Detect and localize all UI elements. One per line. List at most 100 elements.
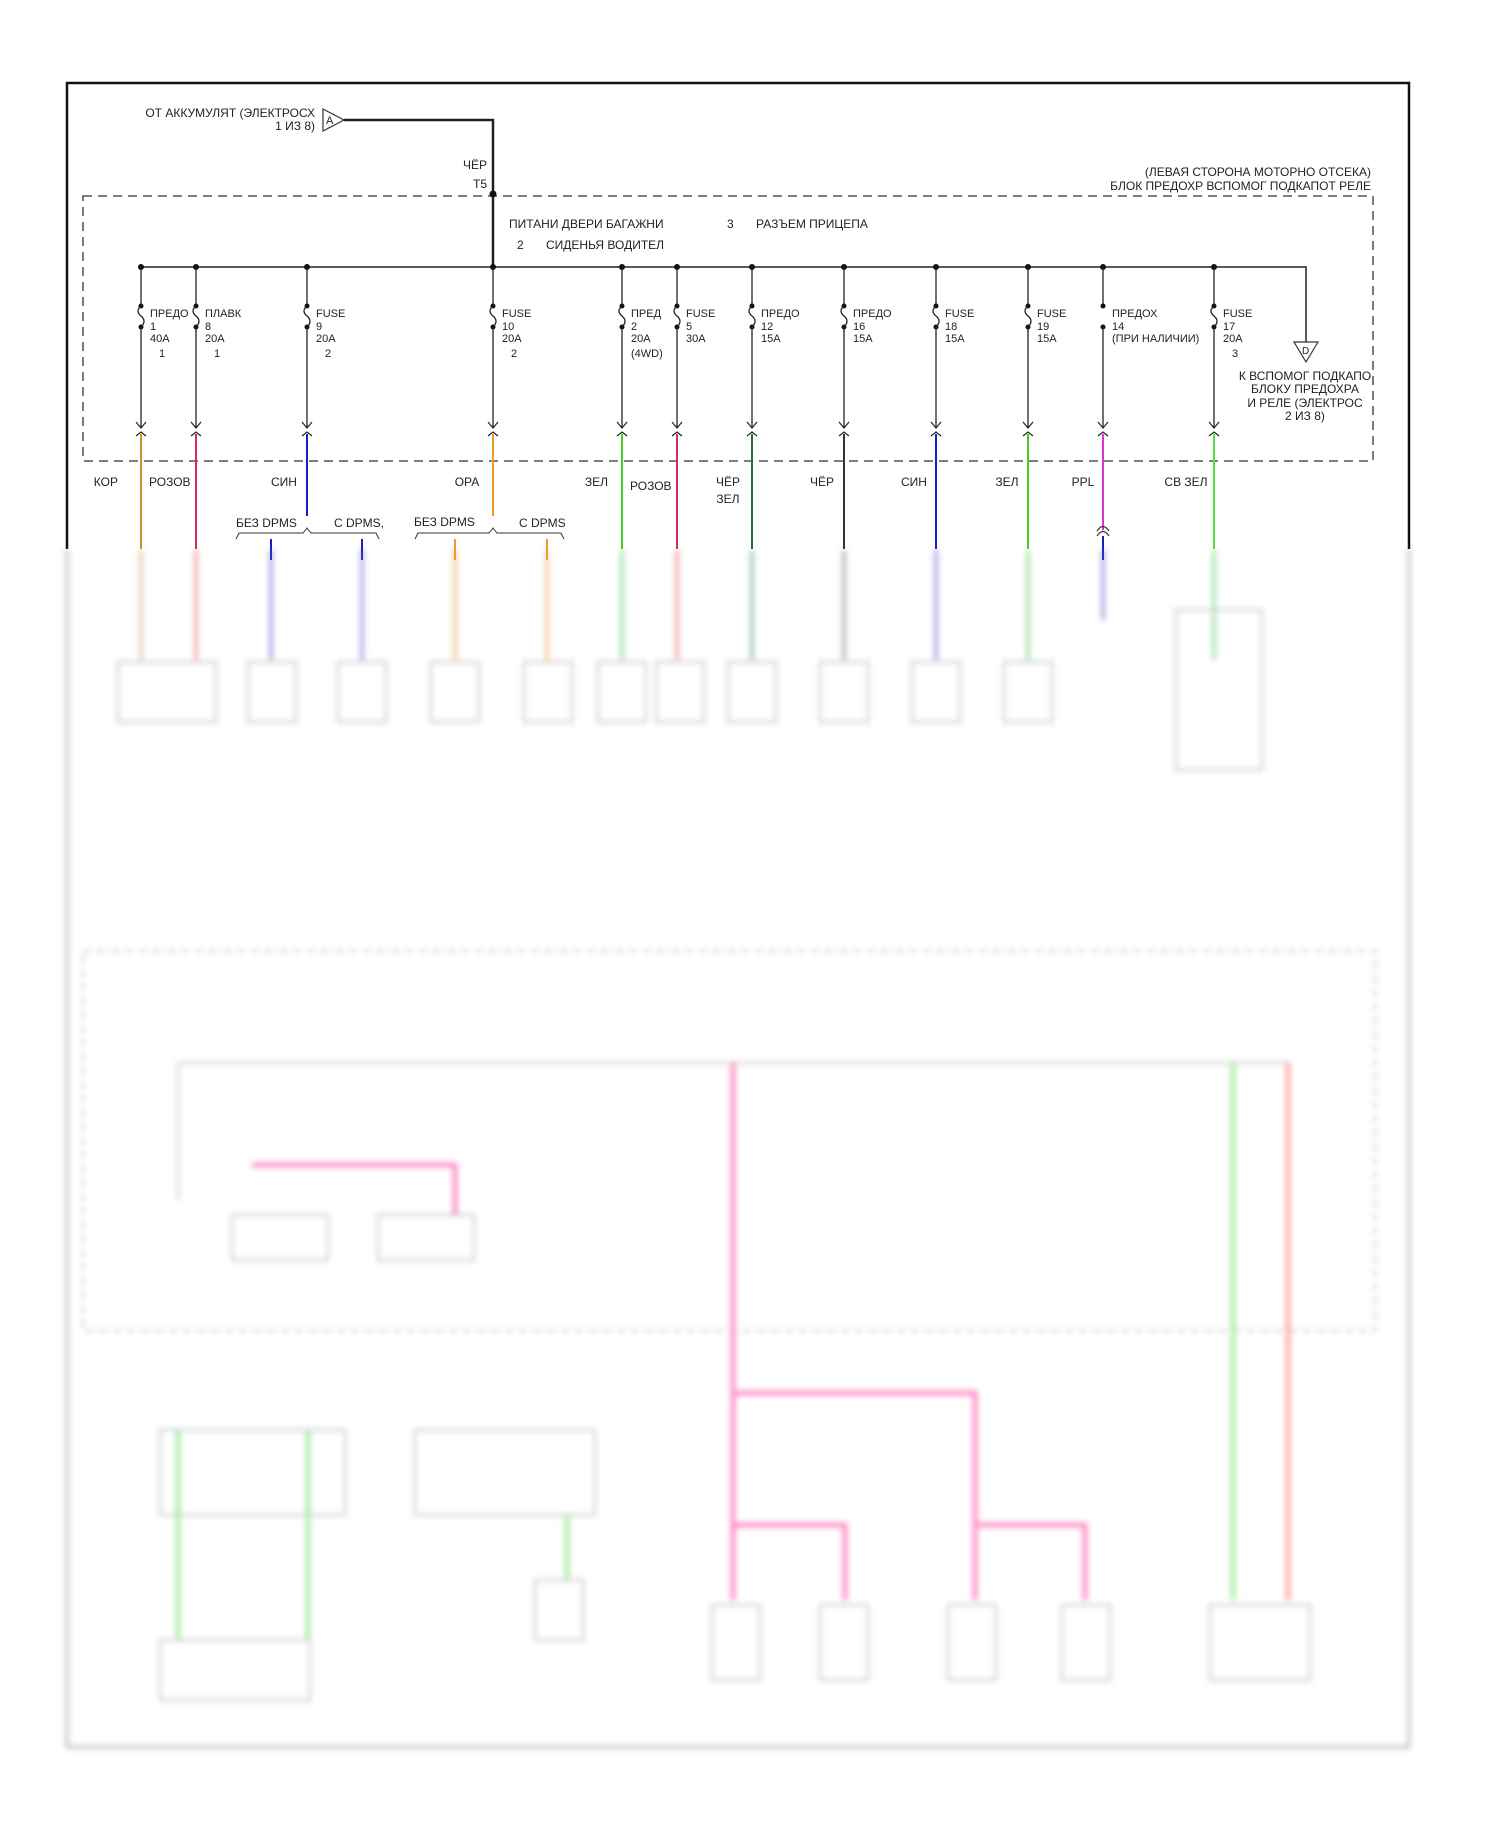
connector-a-icon <box>322 108 346 132</box>
fuse-label-line: FUSE <box>1223 308 1252 320</box>
fuse-label-line: 30A <box>686 333 706 345</box>
ppl-connector-icon <box>1096 525 1110 537</box>
output-label-3: И РЕЛЕ (ЭЛЕКТРОС <box>1247 396 1363 410</box>
wire-color-label: ОРА <box>455 475 480 489</box>
fuse-icon <box>932 305 940 328</box>
dpms-without-1: БЕЗ DPMS <box>236 516 297 530</box>
fuse-label-line: 16 <box>853 321 865 333</box>
fuse-label-line: 20A <box>205 333 225 345</box>
source-label-2: 1 ИЗ 8) <box>275 119 315 133</box>
fuse-label-line: 9 <box>316 321 322 333</box>
legend-2-text: СИДЕНЬЯ ВОДИТЕЛ <box>546 238 664 252</box>
fuse-icon <box>1210 305 1218 328</box>
connector-pin-icon <box>301 421 313 437</box>
fuse-icon <box>618 305 626 328</box>
fuse-icon <box>303 305 311 328</box>
block-title-2: БЛОК ПРЕДОХР ВСПОМОГ ПОДКАПОТ РЕЛЕ <box>1110 179 1371 193</box>
wire-color-label: ЧЁР <box>810 475 834 489</box>
wire-color-label: РОЗОВ <box>149 475 191 489</box>
fuse-label-line: 2 <box>325 348 331 360</box>
connector-pin-icon <box>1022 421 1034 437</box>
fuse-label-line: 12 <box>761 321 773 333</box>
feed-wire-color: ЧЁР <box>463 158 487 172</box>
terminal-dot <box>489 190 497 198</box>
wire-color-label: ЗЕЛ <box>585 475 608 489</box>
connector-pin-icon <box>838 421 850 437</box>
connector-d-label: D <box>1302 346 1309 357</box>
fuse-label-line: 20A <box>316 333 336 345</box>
fuse-label-line: ПРЕДО <box>853 308 892 320</box>
fuse-label-line: 20A <box>1223 333 1243 345</box>
fuse-label-line: 17 <box>1223 321 1235 333</box>
legend-3-num: 3 <box>727 217 734 231</box>
fuse-label-line: FUSE <box>316 308 345 320</box>
fuse-label-line: 10 <box>502 321 514 333</box>
fuse-label-line: FUSE <box>1037 308 1066 320</box>
fuse-label-line: 2 <box>511 348 517 360</box>
fuse-icon <box>192 305 200 328</box>
output-label-2: БЛОКУ ПРЕДОХРА <box>1251 382 1359 396</box>
connector-pin-icon <box>1097 421 1109 437</box>
connector-pin-icon <box>746 421 758 437</box>
fuse-label-line: 5 <box>686 321 692 333</box>
fuse-label-line: ПРЕДОХ <box>1112 308 1158 320</box>
fuse-label-line: 14 <box>1112 321 1124 333</box>
fuse-block-outline <box>82 195 1374 462</box>
fuse-label-line: 3 <box>1232 348 1238 360</box>
fuse-terminal <box>1100 303 1106 309</box>
connector-d-icon <box>1292 341 1320 364</box>
fuse-label-line: 19 <box>1037 321 1049 333</box>
wire-color-label: КОР <box>94 475 118 489</box>
fuse-label-line: (ПРИ НАЛИЧИИ) <box>1112 333 1199 345</box>
wire-color-label: СВ ЗЕЛ <box>1164 475 1207 489</box>
fuse-label-line: 1 <box>214 348 220 360</box>
fuse-label-line: 18 <box>945 321 957 333</box>
fuse-label-line: FUSE <box>686 308 715 320</box>
fuse-label-line: 15A <box>1037 333 1057 345</box>
fuse-label-line: FUSE <box>945 308 974 320</box>
wire-color-label: PPL <box>1072 475 1095 489</box>
fuse-icon <box>489 305 497 328</box>
output-label-4: 2 ИЗ 8) <box>1285 409 1325 423</box>
power-bus <box>141 266 1307 342</box>
fuse-label-line: 2 <box>631 321 637 333</box>
fuse-branches: ПРЕДО140A1КОРПЛАВК820A1РОЗОВFUSE920A2СИН… <box>94 264 1252 549</box>
fuse-label-line: ПРЕД <box>631 308 662 320</box>
connector-pin-icon <box>190 421 202 437</box>
wire-color-label: РОЗОВ <box>630 479 672 493</box>
connector-pin-icon <box>135 421 147 437</box>
legend-3-text: РАЗЪЕМ ПРИЦЕПА <box>756 217 868 231</box>
fuse-label-line: 15A <box>853 333 873 345</box>
wire-color-label: СИН <box>901 475 927 489</box>
wire-color-label: СИН <box>271 475 297 489</box>
fuse-label-line: 20A <box>631 333 651 345</box>
connector-a-label: A <box>326 115 334 127</box>
connector-pin-icon <box>487 421 499 437</box>
fuse-icon <box>748 305 756 328</box>
dpms-brace-2 <box>414 527 565 540</box>
fuse-label-line: (4WD) <box>631 348 663 360</box>
connector-pin-icon <box>930 421 942 437</box>
fuse-label-line: ПЛАВК <box>205 308 242 320</box>
fuse-label-line: 1 <box>159 348 165 360</box>
connector-pin-icon <box>671 421 683 437</box>
fuse-label-line: 20A <box>502 333 522 345</box>
dpms-with-2: С DPMS <box>519 516 566 530</box>
dpms-brace-1 <box>235 527 380 540</box>
battery-feed-wire <box>344 118 495 267</box>
wire-color-label: ЗЕЛ <box>995 475 1018 489</box>
legend-1-text: ПИТАНИ ДВЕРИ БАГАЖНИ <box>509 217 664 231</box>
fuse-label-line: FUSE <box>502 308 531 320</box>
fuse-label-line: 1 <box>150 321 156 333</box>
dpms-with-1: С DPMS, <box>334 516 384 530</box>
fuse-label-line: ПРЕДО <box>761 308 800 320</box>
source-label-1: ОТ АККУМУЛЯТ (ЭЛЕКТРОСХ <box>145 106 315 120</box>
blurred-lower-diagram <box>65 549 1411 1749</box>
outer-frame <box>65 81 1411 549</box>
fuse-icon <box>1024 305 1032 328</box>
output-label-1: К ВСПОМОГ ПОДКАПО <box>1239 369 1371 383</box>
connector-pin-icon <box>1208 421 1220 437</box>
fuse-label-line: 40A <box>150 333 170 345</box>
legend-2-num: 2 <box>517 238 524 252</box>
